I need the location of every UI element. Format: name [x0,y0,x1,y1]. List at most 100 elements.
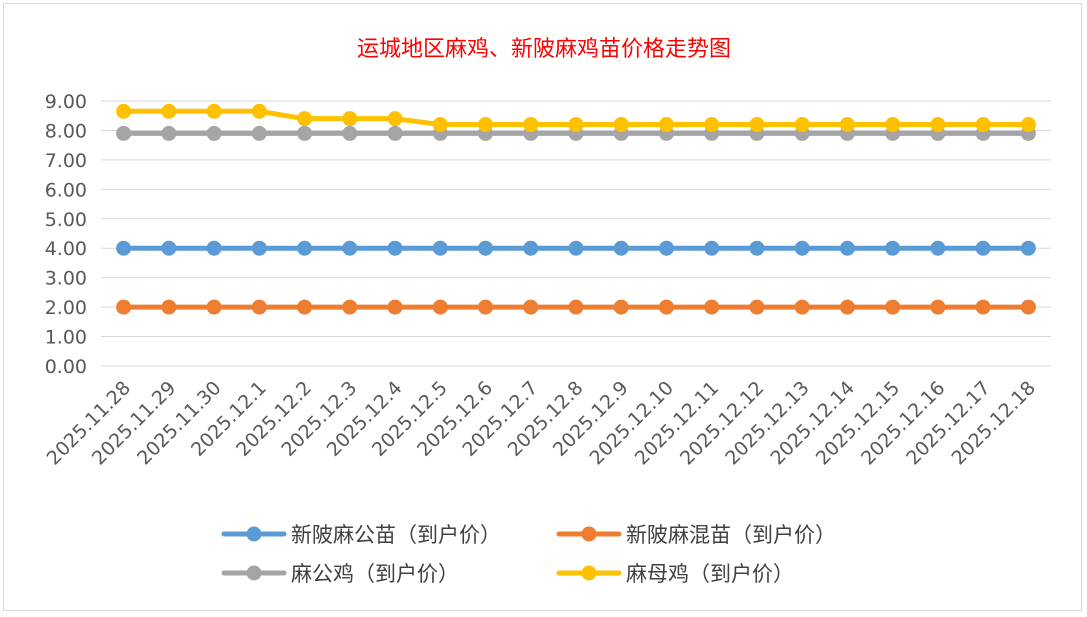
data-point [658,117,674,133]
data-point [251,103,267,119]
data-point [161,103,177,119]
data-point [658,299,674,315]
data-point [658,240,674,256]
data-point [1020,240,1036,256]
data-point [251,299,267,315]
legend-swatch-marker [246,526,262,542]
data-point [206,240,222,256]
data-point [297,240,313,256]
data-point [930,299,946,315]
data-point [116,103,132,119]
data-point [342,299,358,315]
legend-item: 新陂麻公苗（到户价） [221,523,501,547]
data-point [342,111,358,127]
data-point [885,117,901,133]
data-point [387,111,403,127]
data-point [885,240,901,256]
data-point [794,299,810,315]
y-tick-label: 2.00 [45,297,87,319]
data-point [206,103,222,119]
x-axis-ticks: 2025.11.282025.11.292025.11.302025.12.12… [43,377,1040,469]
chart-area[interactable]: 运城地区麻鸡、新陂麻鸡苗价格走势图 0.00 1.00 2.00 3.00 4.00 5.… [3,3,1082,611]
data-point [704,117,720,133]
data-point [432,299,448,315]
y-tick-label: 4.00 [45,238,87,260]
data-point [342,125,358,141]
legend-label: 新陂麻混苗（到户价） [626,523,836,547]
data-point [749,299,765,315]
data-point [432,240,448,256]
data-point [342,240,358,256]
data-point [613,299,629,315]
data-point [704,299,720,315]
data-point [1020,117,1036,133]
data-point [975,117,991,133]
y-axis-ticks: 0.00 1.00 2.00 3.00 4.00 5.00 6.00 7.00 8.00 9.00 [45,91,87,378]
data-point [613,117,629,133]
data-point [794,240,810,256]
data-point [387,240,403,256]
data-point [432,117,448,133]
y-tick-label: 9.00 [45,91,87,113]
y-tick-label: 6.00 [45,179,87,201]
data-point [387,299,403,315]
data-point [930,240,946,256]
data-point [206,125,222,141]
data-point [297,125,313,141]
legend-swatch-marker [581,565,597,581]
data-point [251,240,267,256]
data-point [930,117,946,133]
legend-swatch-marker [246,565,262,581]
data-point [478,299,494,315]
data-point [613,240,629,256]
data-point [839,240,855,256]
data-point [704,240,720,256]
data-point [297,299,313,315]
legend-label: 麻母鸡（到户价） [626,562,794,586]
data-point [749,240,765,256]
line-chart: 运城地区麻鸡、新陂麻鸡苗价格走势图 0.00 1.00 2.00 3.00 4.00 5.… [43,37,1051,586]
legend-label: 麻公鸡（到户价） [291,562,459,586]
data-point [116,125,132,141]
data-point [523,240,539,256]
data-point [975,299,991,315]
data-point [885,299,901,315]
data-point [161,299,177,315]
data-point [839,299,855,315]
legend-label: 新陂麻公苗（到户价） [291,523,501,547]
y-tick-label: 7.00 [45,150,87,172]
data-point [749,117,765,133]
data-point [161,125,177,141]
data-point [297,111,313,127]
legend: 新陂麻公苗（到户价） 新陂麻混苗（到户价） 麻公鸡（到户价） 麻母鸡（到户价） [221,523,836,586]
data-point [568,240,584,256]
data-point [839,117,855,133]
legend-item: 新陂麻混苗（到户价） [556,523,836,547]
data-point [116,240,132,256]
data-point [478,240,494,256]
chart-title: 运城地区麻鸡、新陂麻鸡苗价格走势图 [357,37,731,62]
data-point [161,240,177,256]
legend-item: 麻公鸡（到户价） [221,562,459,586]
data-point [523,299,539,315]
data-point [116,299,132,315]
legend-item: 麻母鸡（到户价） [556,562,794,586]
y-tick-label: 3.00 [45,268,87,290]
y-tick-label: 1.00 [45,327,87,349]
data-point [206,299,222,315]
y-tick-label: 8.00 [45,120,87,142]
y-tick-label: 0.00 [45,356,87,378]
data-point [523,117,539,133]
data-point [568,117,584,133]
y-tick-label: 5.00 [45,209,87,231]
legend-swatch-marker [581,526,597,542]
data-point [794,117,810,133]
data-point [568,299,584,315]
data-point [251,125,267,141]
data-point [478,117,494,133]
series-points [116,103,1036,315]
data-point [1020,299,1036,315]
data-point [387,125,403,141]
data-point [975,240,991,256]
